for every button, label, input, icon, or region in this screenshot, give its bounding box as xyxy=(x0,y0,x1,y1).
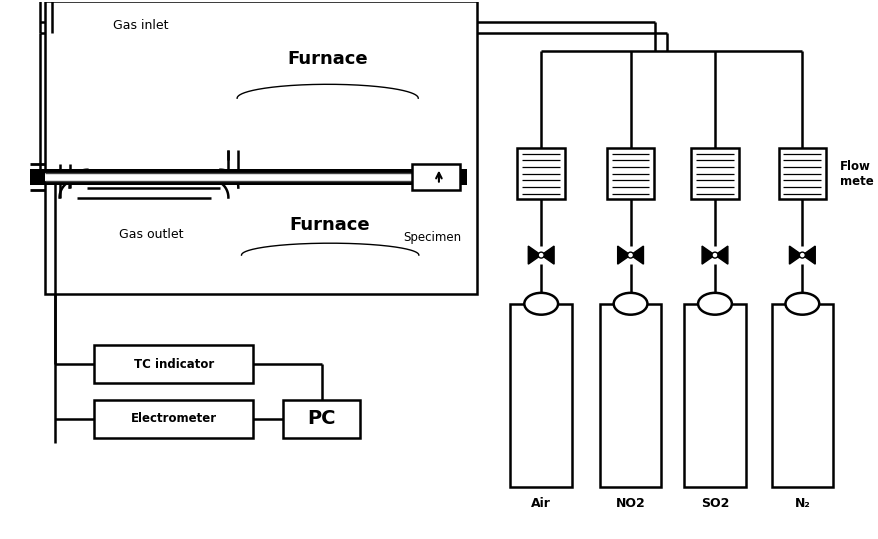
Bar xyxy=(184,11,471,150)
Text: Gas outlet: Gas outlet xyxy=(119,228,184,241)
Bar xyxy=(94,400,253,438)
Bar xyxy=(517,148,565,199)
Ellipse shape xyxy=(697,293,731,315)
Bar xyxy=(778,148,825,199)
Text: Electrometer: Electrometer xyxy=(131,412,217,425)
Polygon shape xyxy=(714,246,727,264)
Polygon shape xyxy=(802,246,814,264)
Bar xyxy=(94,345,253,383)
Polygon shape xyxy=(702,246,714,264)
Text: TC indicator: TC indicator xyxy=(133,358,213,371)
Polygon shape xyxy=(541,246,553,264)
Text: Gas inlet: Gas inlet xyxy=(113,19,169,32)
Circle shape xyxy=(537,252,543,258)
Polygon shape xyxy=(630,246,643,264)
Bar xyxy=(412,164,459,190)
Circle shape xyxy=(798,252,804,258)
Bar xyxy=(283,400,360,438)
Polygon shape xyxy=(788,246,802,264)
Text: PC: PC xyxy=(307,410,335,429)
Bar xyxy=(771,304,832,487)
Bar xyxy=(208,26,446,120)
Ellipse shape xyxy=(523,293,558,315)
Text: N₂: N₂ xyxy=(794,497,810,510)
Bar xyxy=(45,172,451,181)
Bar xyxy=(30,169,466,184)
Bar xyxy=(184,190,471,284)
Bar xyxy=(213,199,446,272)
Bar xyxy=(510,304,572,487)
Bar xyxy=(690,148,738,199)
Text: Specimen: Specimen xyxy=(402,231,460,244)
Text: SO2: SO2 xyxy=(700,497,729,510)
Bar xyxy=(683,304,745,487)
Bar xyxy=(599,304,660,487)
Bar xyxy=(606,148,653,199)
Text: NO2: NO2 xyxy=(615,497,644,510)
Text: Flow
mete: Flow mete xyxy=(839,160,873,188)
Ellipse shape xyxy=(613,293,647,315)
Circle shape xyxy=(627,252,633,258)
Text: Air: Air xyxy=(530,497,551,510)
Text: Furnace: Furnace xyxy=(290,216,370,234)
Text: Furnace: Furnace xyxy=(287,50,368,68)
Bar xyxy=(45,1,476,294)
Polygon shape xyxy=(617,246,630,264)
Polygon shape xyxy=(528,246,541,264)
Circle shape xyxy=(711,252,717,258)
Ellipse shape xyxy=(785,293,818,315)
